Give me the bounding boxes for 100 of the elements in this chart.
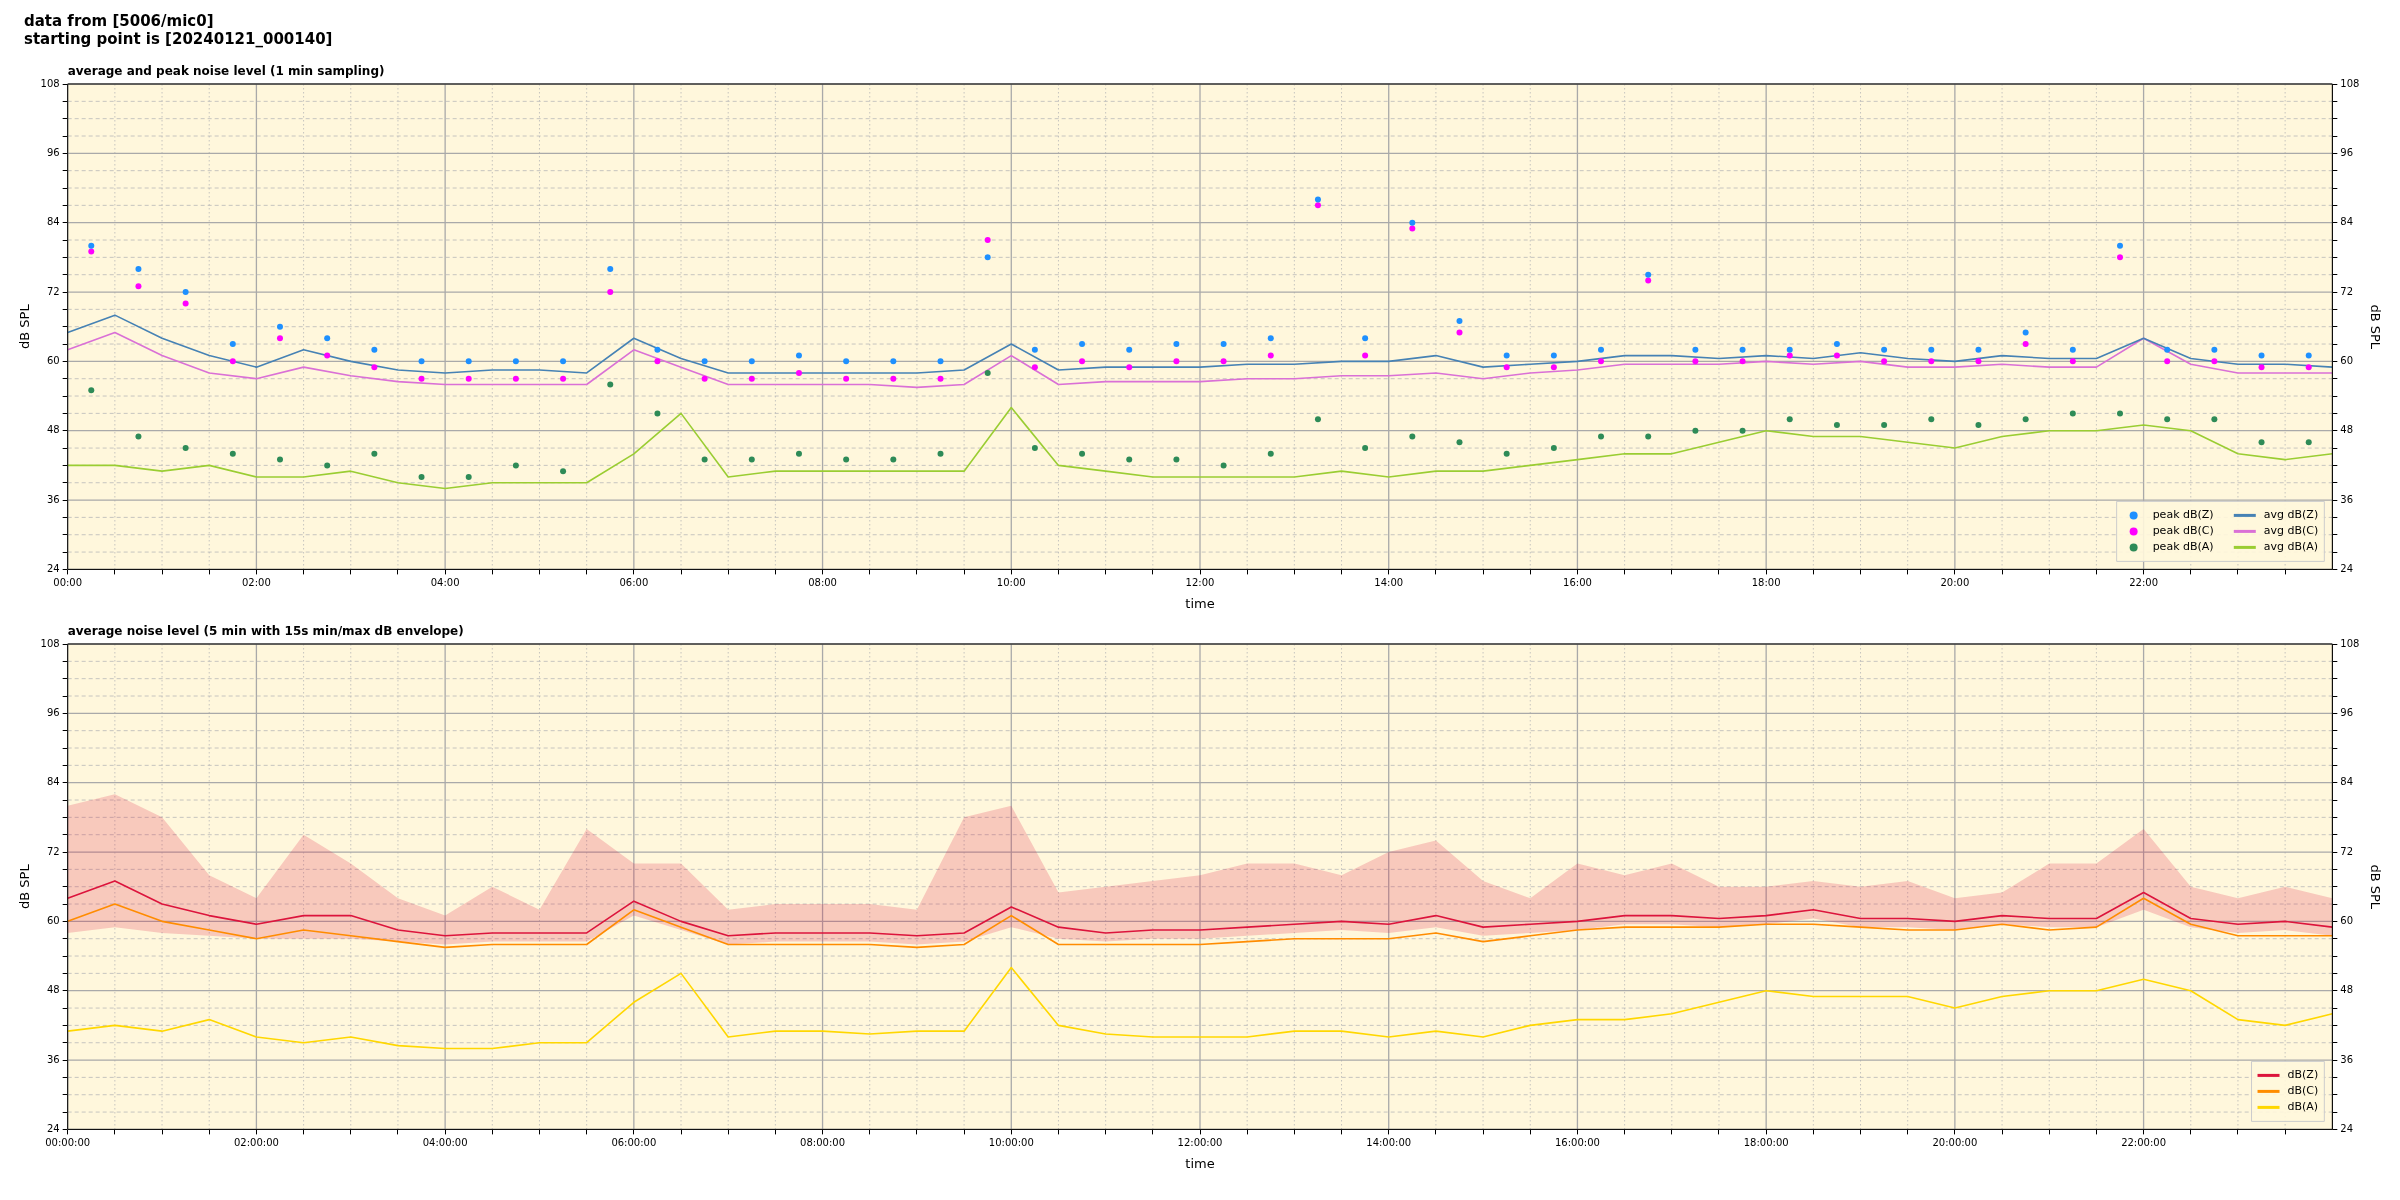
point: [2305, 352, 2312, 359]
y-tick-label: 108: [40, 637, 60, 649]
y2-tick-label: 24: [2340, 1122, 2354, 1134]
y-tick-label: 60: [46, 354, 60, 366]
point: [2211, 346, 2218, 353]
point: [2022, 341, 2029, 348]
point: [1786, 346, 1793, 353]
point: [1503, 352, 1510, 359]
point: [182, 300, 189, 307]
y2-tick-label: 108: [2340, 77, 2360, 89]
legend-label: dB(A): [2287, 1100, 2319, 1114]
point: [1692, 358, 1699, 365]
x-tick-label: 02:00: [241, 576, 271, 588]
y2-tick-label: 36: [2340, 1053, 2354, 1065]
point: [1409, 225, 1416, 232]
point: [560, 468, 567, 475]
point: [1267, 352, 1274, 359]
y2-axis-title: dB SPL: [2367, 864, 2383, 910]
point: [2258, 352, 2265, 359]
point: [1362, 335, 1369, 342]
legend-label: avg dB(A): [2263, 540, 2319, 554]
point: [843, 375, 850, 382]
point: [465, 375, 472, 382]
x-tick-label: 20:00:00: [1932, 1136, 1978, 1148]
point: [418, 473, 425, 480]
x-tick-label: 22:00: [2129, 576, 2159, 588]
point: [1126, 456, 1133, 463]
y-tick-label: 36: [46, 493, 60, 505]
y-tick-label: 48: [46, 984, 60, 996]
point: [1881, 421, 1888, 428]
point: [465, 473, 472, 480]
x-tick-label: 04:00:00: [422, 1136, 468, 1148]
point: [324, 335, 331, 342]
y-axis-title: dB SPL: [17, 303, 33, 350]
point: [1314, 416, 1321, 423]
point: [1928, 358, 1935, 365]
point: [2069, 410, 2076, 417]
point: [1645, 277, 1652, 284]
x-tick-label: 08:00:00: [800, 1136, 846, 1148]
point: [607, 381, 614, 388]
point: [890, 456, 897, 463]
point: [1362, 445, 1369, 452]
point: [607, 265, 614, 272]
point: [182, 445, 189, 452]
point: [2022, 329, 2029, 336]
point: [654, 358, 661, 365]
y-tick-label: 108: [40, 77, 60, 89]
text: data from [5006/mic0]: [24, 12, 215, 30]
point: [1692, 346, 1699, 353]
point: [1126, 346, 1133, 353]
point: [748, 375, 755, 382]
text: starting point is [20240121_000140]: [24, 30, 334, 48]
point: [135, 433, 142, 440]
legend-label: dB(C): [2287, 1084, 2319, 1098]
point: [1126, 364, 1133, 371]
point: [701, 358, 708, 365]
point: [984, 254, 991, 261]
point: [560, 358, 567, 365]
point: [135, 283, 142, 290]
point: [1692, 427, 1699, 434]
point: [2069, 358, 2076, 365]
point: [607, 289, 614, 296]
point: [465, 358, 472, 365]
point: [843, 456, 850, 463]
y2-tick-label: 36: [2340, 493, 2354, 505]
point: [229, 358, 236, 365]
y2-tick-label: 60: [2340, 354, 2354, 366]
point: [2117, 254, 2123, 261]
point: [371, 364, 378, 371]
x-tick-label: 02:00:00: [233, 1136, 279, 1148]
point: [1220, 462, 1227, 469]
legend-label: peak dB(A): [2152, 540, 2214, 554]
point: [937, 358, 944, 365]
point: [371, 346, 378, 353]
x-tick-label: 06:00: [619, 576, 649, 588]
point: [88, 387, 95, 394]
y-tick-label: 72: [46, 285, 60, 297]
point: [2258, 364, 2265, 371]
y-tick-label: 60: [46, 914, 60, 926]
point: [1409, 433, 1416, 440]
point: [2211, 358, 2218, 365]
point: [795, 450, 802, 457]
point: [1550, 364, 1557, 371]
point: [1079, 450, 1086, 457]
point: [890, 375, 897, 382]
y2-tick-label: 96: [2340, 706, 2354, 718]
point: [1833, 421, 1840, 428]
y-tick-label: 96: [46, 146, 60, 158]
y2-tick-label: 24: [2340, 562, 2354, 574]
x-tick-label: 12:00:00: [1177, 1136, 1223, 1148]
point: [937, 450, 944, 457]
x-tick-label: 22:00:00: [2121, 1136, 2167, 1148]
point: [1928, 416, 1935, 423]
point: [2305, 364, 2312, 371]
point: [1881, 346, 1888, 353]
legend-label: peak dB(C): [2152, 524, 2214, 538]
point: [1173, 358, 1180, 365]
point: [1314, 202, 1321, 209]
point: [135, 265, 142, 272]
y2-tick-label: 108: [2340, 637, 2360, 649]
